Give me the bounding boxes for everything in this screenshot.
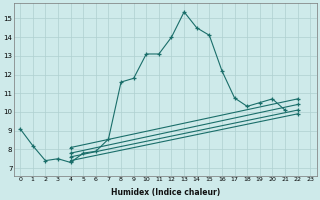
X-axis label: Humidex (Indice chaleur): Humidex (Indice chaleur) xyxy=(111,188,220,197)
